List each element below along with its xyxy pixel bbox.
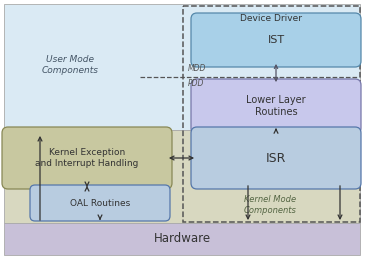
Text: User Mode
Components: User Mode Components — [42, 55, 99, 75]
Text: IST: IST — [268, 35, 285, 45]
FancyBboxPatch shape — [4, 4, 360, 130]
FancyBboxPatch shape — [191, 127, 361, 189]
Text: ISR: ISR — [266, 152, 286, 164]
FancyBboxPatch shape — [4, 223, 360, 255]
Text: Kernel Exception
and Interrupt Handling: Kernel Exception and Interrupt Handling — [35, 148, 139, 168]
FancyBboxPatch shape — [4, 130, 360, 223]
FancyBboxPatch shape — [2, 127, 172, 189]
Text: Hardware: Hardware — [153, 233, 211, 246]
Text: OAL Routines: OAL Routines — [70, 198, 130, 207]
Text: Lower Layer
Routines: Lower Layer Routines — [246, 95, 306, 117]
Text: Kernel Mode
Components: Kernel Mode Components — [243, 195, 296, 215]
FancyBboxPatch shape — [191, 13, 361, 67]
Text: Device Driver: Device Driver — [240, 14, 302, 23]
FancyBboxPatch shape — [191, 79, 361, 134]
Text: PDD: PDD — [188, 79, 204, 88]
FancyBboxPatch shape — [30, 185, 170, 221]
Text: MDD: MDD — [188, 64, 206, 73]
